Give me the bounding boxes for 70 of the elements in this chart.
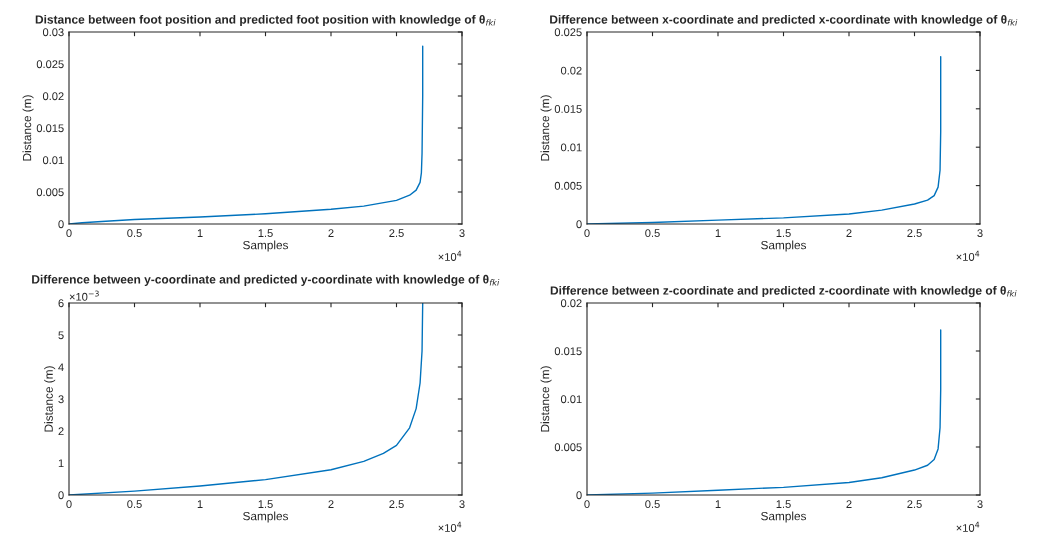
y-axis-title: Distance (m) bbox=[540, 366, 552, 432]
x-tick-label: 0 bbox=[66, 500, 72, 509]
y-tick-label: 0 bbox=[58, 220, 64, 229]
chart-title: Distance between foot position and predicted foot position with knowledge of θ$_{fki}$ bbox=[35, 14, 496, 27]
y-tick-label: 0.015 bbox=[554, 347, 582, 356]
y-tick-label: 0.02 bbox=[560, 299, 582, 308]
y-tick-label: 3 bbox=[58, 395, 64, 404]
text: ×10$^{4}$ bbox=[438, 521, 462, 532]
x-axis-title: Samples bbox=[243, 240, 289, 252]
x-tick-label: 2 bbox=[328, 500, 334, 508]
x-tick-label: 3 bbox=[459, 500, 465, 509]
x-tick-label: 1.5 bbox=[776, 229, 791, 238]
x-tick-label: 1.5 bbox=[258, 229, 273, 238]
x-tick-label: 3 bbox=[977, 229, 983, 238]
x-tick-label: 2.5 bbox=[389, 500, 404, 509]
y-tick-label: 0.02 bbox=[560, 66, 582, 75]
y-axis-title: Distance (m) bbox=[22, 95, 34, 161]
x-tick-label: 0.5 bbox=[645, 500, 660, 509]
y-tick-label: 0.005 bbox=[36, 188, 64, 197]
x-axis-title: Samples bbox=[761, 240, 807, 252]
y-tick-label: 4 bbox=[58, 363, 64, 372]
y-tick-label: 0 bbox=[58, 491, 64, 500]
y-tick-label: 0.015 bbox=[554, 105, 582, 113]
x-tick-label: 1.5 bbox=[258, 500, 273, 509]
y-tick-label: 0.015 bbox=[36, 124, 64, 133]
y-tick-label: 0.01 bbox=[560, 395, 582, 404]
x-tick-label: 0 bbox=[66, 229, 72, 238]
x-tick-label: 2 bbox=[846, 229, 852, 237]
y-tick-label: 0.01 bbox=[42, 156, 64, 165]
y-tick-label: 0.01 bbox=[560, 143, 582, 152]
y-tick-label: 0.005 bbox=[554, 181, 582, 190]
y-tick-label: 0.03 bbox=[42, 28, 64, 37]
x-tick-label: 2.5 bbox=[907, 500, 922, 509]
y-tick-label: 5 bbox=[58, 331, 64, 340]
y-tick-label: 1 bbox=[58, 459, 64, 468]
x-tick-label: 2.5 bbox=[907, 229, 922, 238]
x-tick-label: 3 bbox=[459, 229, 465, 238]
text: ×10$^{−3}$ bbox=[69, 290, 99, 301]
y-tick-label: 2 bbox=[58, 427, 64, 436]
x-tick-label: 2 bbox=[846, 500, 852, 508]
x-tick-label: 1 bbox=[715, 229, 721, 237]
x-tick-label: 0.5 bbox=[645, 229, 660, 238]
x-tick-label: 2.5 bbox=[389, 229, 404, 238]
chart-title: Difference between y-coordinate and predicted y-coordinate with knowledge of θ$_{fki}$ bbox=[32, 274, 500, 287]
x-tick-label: 1 bbox=[197, 500, 203, 508]
x-tick-label: 0.5 bbox=[127, 229, 142, 238]
x-tick-label: 1 bbox=[197, 229, 203, 237]
y-tick-label: 0 bbox=[576, 220, 582, 229]
y-tick-label: 0 bbox=[576, 491, 582, 500]
x-tick-label: 0 bbox=[584, 229, 590, 238]
x-tick-label: 1 bbox=[715, 500, 721, 508]
y-tick-label: 0.025 bbox=[554, 28, 582, 37]
x-tick-label: 2 bbox=[328, 229, 334, 237]
y-tick-label: 0.025 bbox=[36, 60, 64, 69]
x-tick-label: 1.5 bbox=[776, 500, 791, 509]
y-tick-label: 0.02 bbox=[42, 92, 64, 101]
y-axis-title: Distance (m) bbox=[540, 95, 552, 161]
chart-title: Difference between x-coordinate and predicted x-coordinate with knowledge of θ$_{fki}$ bbox=[550, 14, 1018, 27]
chart-title: Difference between z-coordinate and predicted z-coordinate with knowledge of θ$_{fki}$ bbox=[550, 285, 1017, 298]
y-axis-title: Distance (m) bbox=[44, 366, 56, 432]
text: ×10$^{4}$ bbox=[438, 250, 462, 261]
y-tick-label: 6 bbox=[58, 299, 64, 308]
x-axis-title: Samples bbox=[243, 511, 289, 523]
x-tick-label: 3 bbox=[977, 500, 983, 509]
y-tick-label: 0.005 bbox=[554, 443, 582, 452]
x-tick-label: 0.5 bbox=[127, 500, 142, 509]
x-tick-label: 0 bbox=[584, 500, 590, 509]
text: ×10$^{4}$ bbox=[956, 521, 980, 532]
text: ×10$^{4}$ bbox=[956, 250, 980, 261]
x-axis-title: Samples bbox=[761, 511, 807, 523]
